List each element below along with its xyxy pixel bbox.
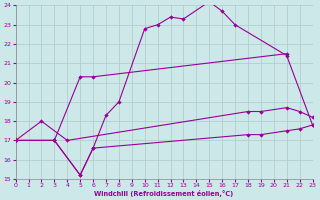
X-axis label: Windchill (Refroidissement éolien,°C): Windchill (Refroidissement éolien,°C) <box>94 190 234 197</box>
